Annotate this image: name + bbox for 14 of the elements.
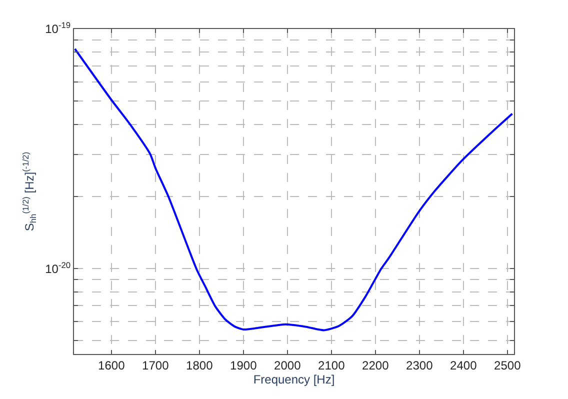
y-tick-label: 10$^{-20}$ bbox=[45, 260, 71, 276]
y-tick-label: 10$^{-19}$ bbox=[45, 20, 71, 36]
x-tick-label: 2200 bbox=[362, 358, 390, 372]
x-tick-label: 2300 bbox=[406, 358, 434, 372]
x-tick-label: 1700 bbox=[142, 358, 170, 372]
x-tick-label: 1600 bbox=[98, 358, 126, 372]
x-axis-title: Frequency [Hz] bbox=[253, 372, 335, 386]
x-tick-label: 2500 bbox=[494, 358, 522, 372]
x-tick-label: 2000 bbox=[274, 358, 302, 372]
x-tick-label: 1900 bbox=[230, 358, 258, 372]
x-tick-label: 2400 bbox=[450, 358, 478, 372]
x-tick-label: 2100 bbox=[318, 358, 346, 372]
line-series bbox=[74, 48, 514, 332]
x-tick-label: 1800 bbox=[186, 358, 214, 372]
